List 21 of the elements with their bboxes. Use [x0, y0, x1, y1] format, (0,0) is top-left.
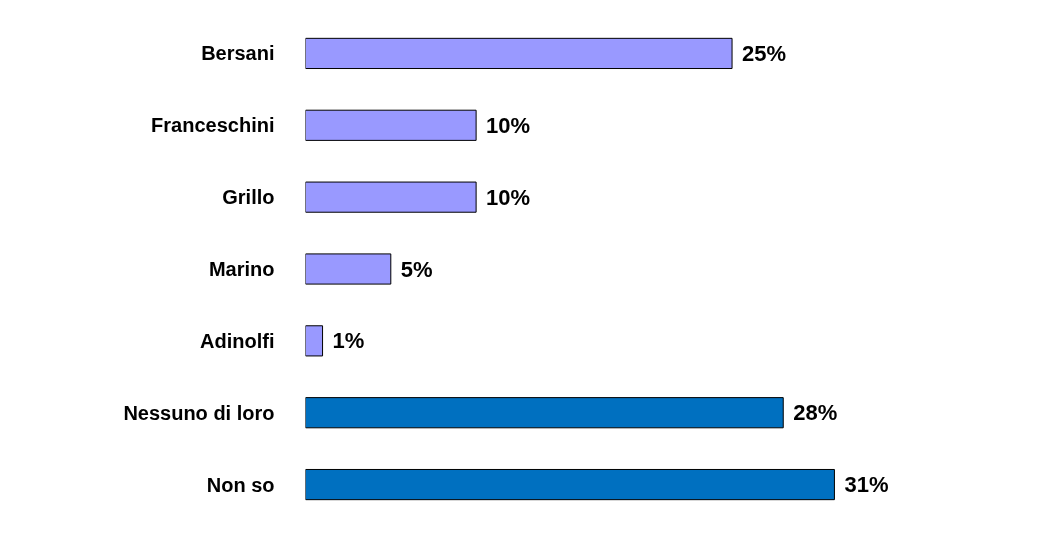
- data-label: 10%: [486, 184, 531, 210]
- y-tick-label: Non so: [206, 473, 275, 496]
- y-tick-label: Adinolfi: [200, 329, 275, 352]
- bar: [305, 325, 324, 357]
- y-tick-label: Nessuno di loro: [123, 401, 275, 424]
- data-label: 25%: [742, 40, 787, 66]
- bar: [305, 181, 477, 213]
- data-label: 10%: [486, 112, 531, 138]
- data-label: 1%: [332, 328, 365, 354]
- bar: [305, 109, 477, 141]
- data-label: 5%: [400, 256, 433, 282]
- y-tick-label: Franceschini: [151, 114, 275, 137]
- data-label: 31%: [844, 472, 889, 498]
- data-label: 28%: [793, 400, 838, 426]
- bar: [305, 37, 733, 70]
- bar: [305, 397, 784, 429]
- y-tick-label: Bersani: [201, 42, 275, 65]
- y-tick-label: Marino: [208, 258, 275, 280]
- y-tick-label: Grillo: [222, 186, 275, 209]
- bar: [305, 468, 835, 501]
- bar: [305, 253, 392, 285]
